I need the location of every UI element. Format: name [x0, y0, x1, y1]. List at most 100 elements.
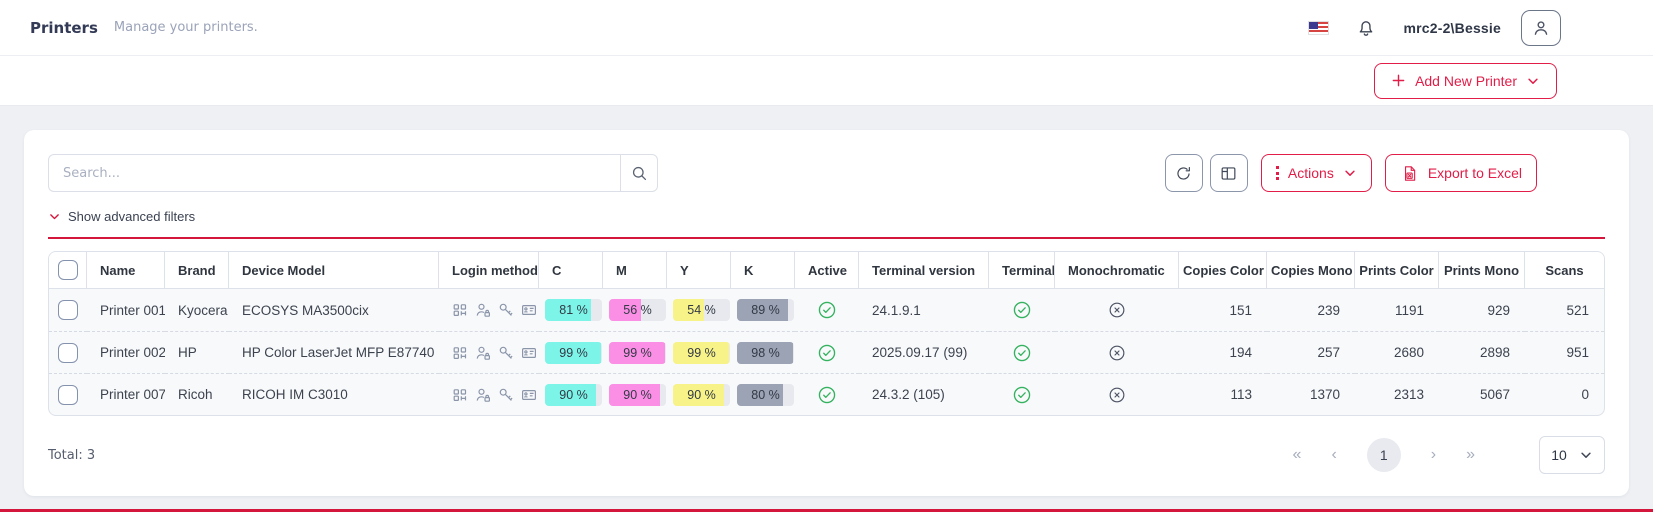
actions-label: Actions [1287, 165, 1334, 181]
key-icon [498, 387, 514, 403]
table-row[interactable]: Printer 007 Ricoh RICOH IM C3010 90 % 90… [49, 373, 1604, 415]
accent-divider [48, 237, 1605, 239]
table-row[interactable]: Printer 001 Kyocera ECOSYS MA3500cix 81 … [49, 289, 1604, 331]
login-methods-icons [452, 302, 539, 318]
add-new-printer-button[interactable]: Add New Printer [1374, 62, 1557, 99]
cell-prints-mono: 2898 [1439, 331, 1525, 373]
notifications-bell-icon[interactable] [1355, 17, 1377, 39]
check-circle-icon [818, 344, 836, 359]
cell-copies-color: 151 [1229, 302, 1252, 318]
cell-copies-mono: 257 [1267, 331, 1355, 373]
pagination-prev-button[interactable]: ‹ [1331, 446, 1337, 463]
printers-table: Name Brand Device Model Login methods C … [48, 251, 1605, 416]
column-header-copies-mono[interactable]: Copies Mono [1267, 252, 1355, 289]
chevron-down-icon [1526, 74, 1540, 88]
id-card-icon [521, 345, 537, 361]
search-input[interactable] [48, 154, 620, 192]
cell-prints-mono: 929 [1487, 302, 1510, 318]
terminal-status [989, 331, 1055, 373]
table-row[interactable]: Printer 002 HP HP Color LaserJet MFP E87… [49, 331, 1604, 373]
black-level-pill: 98 % [737, 341, 794, 364]
refresh-button[interactable] [1164, 154, 1203, 192]
cell-prints-mono: 5067 [1439, 373, 1525, 415]
current-user-label: mrc2-2\Bessie [1403, 19, 1501, 36]
cell-terminal-version: 24.3.2 (105) [859, 373, 989, 415]
column-header-brand[interactable]: Brand [165, 252, 229, 289]
cell-copies-color: 113 [1179, 373, 1267, 415]
magenta-level-pill: 56 % [609, 299, 666, 321]
active-status [795, 373, 859, 415]
column-header-active[interactable]: Active [795, 252, 859, 289]
terminal-status [989, 373, 1055, 415]
cell-scans: 0 [1525, 373, 1604, 415]
column-settings-button[interactable] [1209, 154, 1248, 192]
column-header-m[interactable]: M [603, 252, 667, 289]
column-header-terminal[interactable]: Terminal [989, 252, 1055, 289]
yellow-level-pill: 99 % [673, 341, 730, 364]
login-methods-icons [452, 387, 539, 403]
total-count-label: Total: 3 [48, 447, 96, 463]
language-flag-us-icon[interactable] [1308, 20, 1330, 35]
monochromatic-status [1055, 331, 1179, 373]
column-header-k[interactable]: K [731, 252, 795, 289]
table-toolbar: Actions Export to Excel [48, 154, 1605, 192]
column-header-c[interactable]: C [539, 252, 603, 289]
magenta-level-pill: 99 % [609, 341, 666, 364]
row-checkbox[interactable] [58, 384, 78, 405]
column-header-copies-color[interactable]: Copies Color [1179, 252, 1267, 289]
select-all-checkbox[interactable] [57, 260, 78, 280]
chevron-down-icon [1579, 448, 1593, 462]
column-header-prints-color[interactable]: Prints Color [1355, 252, 1439, 289]
pin-code-icon [452, 302, 468, 318]
chevron-down-icon [48, 210, 61, 223]
user-menu-button[interactable] [1521, 9, 1561, 46]
row-checkbox[interactable] [58, 342, 78, 363]
search-button[interactable] [620, 154, 658, 192]
key-icon [498, 345, 514, 361]
user-lock-icon [475, 387, 491, 403]
show-advanced-filters-label: Show advanced filters [68, 209, 196, 224]
black-level-pill: 89 % [737, 299, 794, 321]
cell-scans: 521 [1566, 302, 1589, 318]
actions-dropdown-button[interactable]: Actions [1260, 154, 1372, 192]
cell-copies-color: 194 [1179, 331, 1267, 373]
cell-prints-color: 2313 [1355, 373, 1439, 415]
active-status [795, 331, 859, 373]
key-icon [498, 302, 514, 318]
yellow-level-pill: 54 % [673, 299, 730, 321]
id-card-icon [521, 302, 537, 318]
black-level-pill: 80 % [737, 383, 794, 406]
login-methods-icons [452, 345, 539, 361]
cyan-level-pill: 81 % [545, 299, 602, 321]
column-header-scans[interactable]: Scans [1525, 252, 1604, 289]
cell-terminal-version: 24.1.9.1 [872, 302, 921, 318]
check-circle-icon [1013, 386, 1031, 401]
column-header-y[interactable]: Y [667, 252, 731, 289]
pagination-page-1-button[interactable]: 1 [1366, 438, 1401, 472]
page-size-select[interactable]: 10 [1539, 436, 1605, 474]
column-header-login-methods[interactable]: Login methods [439, 252, 539, 289]
row-checkbox[interactable] [58, 300, 78, 320]
column-header-prints-mono[interactable]: Prints Mono [1439, 252, 1525, 289]
active-status [795, 289, 859, 331]
cell-name: Printer 007 [87, 373, 165, 415]
yellow-level-pill: 90 % [673, 383, 730, 406]
pagination-next-button[interactable]: › [1430, 446, 1437, 463]
cell-terminal-version: 2025.09.17 (99) [859, 331, 989, 373]
export-to-excel-button[interactable]: Export to Excel [1384, 154, 1537, 192]
column-header-name[interactable]: Name [87, 252, 165, 289]
export-label: Export to Excel [1427, 165, 1522, 181]
user-lock-icon [475, 302, 491, 318]
magenta-level-pill: 90 % [609, 383, 666, 406]
user-lock-icon [475, 345, 491, 361]
terminal-status [989, 289, 1055, 331]
column-header-device-model[interactable]: Device Model [229, 252, 439, 289]
cell-name: Printer 002 [87, 331, 165, 373]
check-circle-icon [1013, 302, 1031, 317]
cross-circle-icon [1108, 386, 1126, 401]
pagination-first-button[interactable]: « [1292, 446, 1302, 463]
pagination-last-button[interactable]: » [1466, 446, 1475, 463]
column-header-monochromatic[interactable]: Monochromatic [1055, 252, 1179, 289]
column-header-terminal-version[interactable]: Terminal version [859, 252, 989, 289]
show-advanced-filters-toggle[interactable]: Show advanced filters [48, 209, 1605, 224]
